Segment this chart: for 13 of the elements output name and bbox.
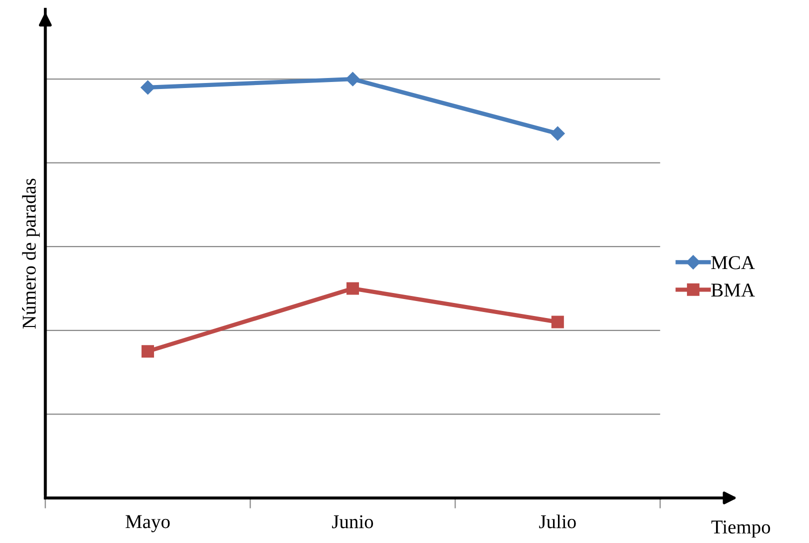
legend-label: MCA (711, 256, 755, 270)
x-tick-label: Julio (539, 514, 576, 528)
y-axis-title: Número de paradas (22, 178, 40, 329)
point (142, 345, 154, 358)
x-axis-title: Tiempo (711, 520, 770, 538)
point (346, 282, 359, 295)
x-tick-label: Mayo (126, 515, 170, 532)
point (346, 72, 360, 86)
point (550, 126, 565, 141)
point (551, 316, 564, 328)
x-tick-label: Junio (332, 515, 374, 528)
legend-label: BMA (711, 284, 755, 297)
point (140, 80, 155, 95)
